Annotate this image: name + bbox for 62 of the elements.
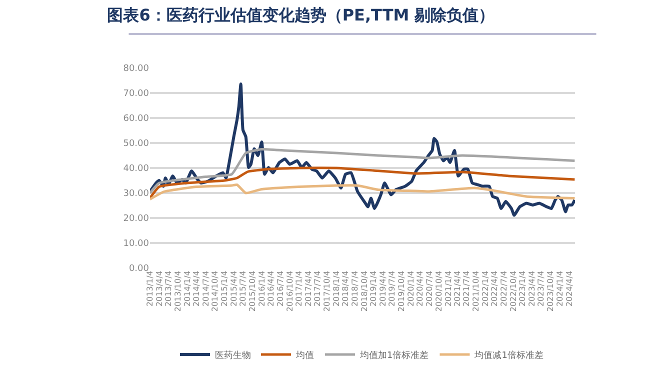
x-tick-label: 2014/4/4	[192, 270, 202, 307]
y-tick-label: 60.00	[123, 114, 150, 124]
legend-label: 医药生物	[215, 350, 251, 362]
x-tick-label: 2013/10/4	[173, 270, 182, 312]
x-tick-label: 2015/10/4	[248, 270, 257, 312]
x-tick-label: 2022/1/4	[481, 270, 490, 307]
y-tick-label: 30.00	[123, 189, 150, 200]
x-tick-label: 2024/1/4	[556, 270, 564, 307]
x-tick-label: 2022/7/4	[499, 270, 508, 307]
x-tick-label: 2014/1/4	[182, 270, 192, 307]
x-tick-label: 2015/4/4	[229, 270, 238, 307]
x-tick-label: 2017/4/4	[304, 270, 313, 307]
x-tick-label: 2024/4/4	[564, 270, 574, 307]
x-tick-label: 2016/1/4	[257, 270, 266, 307]
x-tick-label: 2022/10/4	[508, 270, 518, 312]
x-tick-label: 2016/7/4	[276, 270, 285, 307]
x-tick-label: 2022/4/4	[490, 270, 500, 307]
x-tick-label: 2016/4/4	[266, 270, 276, 307]
y-tick-label: 50.00	[123, 139, 150, 150]
x-tick-label: 2019/7/4	[388, 270, 397, 307]
legend-label: 均值加1倍标准差	[359, 350, 429, 362]
x-tick-label: 2019/1/4	[369, 270, 378, 307]
x-tick-label: 2015/7/4	[238, 270, 248, 307]
x-tick-label: 2019/4/4	[378, 270, 388, 307]
legend-label: 均值减1倍标准差	[474, 350, 544, 362]
x-tick-label: 2018/7/4	[350, 270, 360, 307]
x-tick-label: 2016/10/4	[285, 270, 294, 312]
chart-title: 图表6：医药行业估值变化趋势（PE,TTM 剔除负值）	[107, 6, 495, 25]
y-tick-label: 20.00	[123, 214, 150, 224]
x-tick-label: 2021/10/4	[472, 270, 481, 312]
y-tick-label: 70.00	[123, 89, 150, 100]
x-tick-label: 2017/10/4	[322, 270, 332, 312]
x-tick-label: 2020/1/4	[406, 270, 416, 307]
x-tick-label: 2014/7/4	[201, 270, 210, 307]
x-tick-label: 2015/1/4	[220, 270, 230, 307]
line-series	[150, 166, 575, 200]
x-tick-label: 2020/4/4	[416, 270, 425, 307]
y-tick-label: 40.00	[123, 164, 150, 174]
x-tick-label: 2021/7/4	[462, 270, 472, 307]
x-tick-label: 2021/4/4	[452, 270, 462, 307]
x-tick-label: 2013/7/4	[164, 270, 174, 307]
x-tick-label: 2020/7/4	[424, 270, 434, 307]
x-tick-label: 2019/10/4	[397, 270, 406, 312]
x-tick-label: 2018/4/4	[341, 270, 350, 307]
x-tick-label: 2018/1/4	[332, 270, 341, 307]
x-tick-label: 2023/10/4	[546, 270, 556, 312]
x-tick-label: 2020/10/4	[434, 270, 444, 312]
x-tick-label: 2013/4/4	[154, 270, 164, 307]
x-tick-label: 2018/10/4	[360, 270, 369, 312]
x-tick-label: 2013/1/4	[146, 270, 155, 307]
line-series	[150, 148, 575, 194]
legend-label: 均值	[295, 350, 314, 362]
x-tick-label: 2014/10/4	[210, 270, 220, 312]
x-tick-label: 2023/7/4	[536, 270, 546, 307]
x-tick-label: 2023/1/4	[518, 270, 528, 307]
y-tick-label: 10.00	[123, 239, 150, 250]
x-tick-label: 2017/1/4	[294, 270, 304, 307]
x-tick-label: 2023/4/4	[527, 270, 536, 307]
x-tick-label: 2021/1/4	[444, 270, 453, 307]
line-series	[150, 184, 575, 200]
y-tick-label: 80.00	[123, 64, 150, 74]
x-tick-label: 2017/7/4	[313, 270, 322, 307]
